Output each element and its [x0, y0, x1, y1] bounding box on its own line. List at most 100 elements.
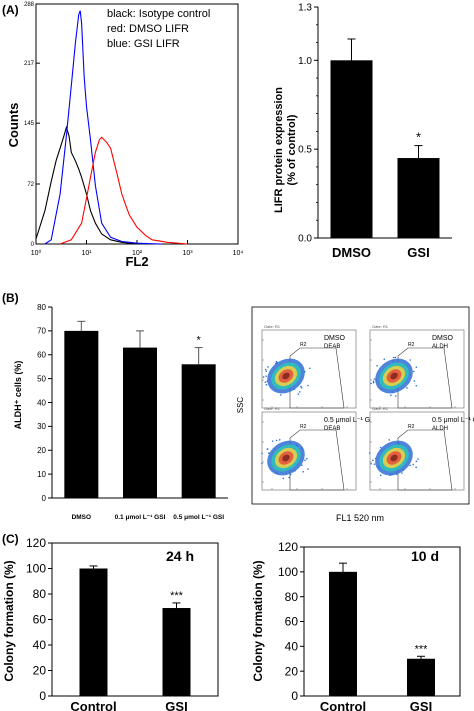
significance-marker: ***	[170, 590, 184, 602]
flow-scatter-dot	[300, 385, 302, 388]
flow-scatter-dot	[265, 375, 267, 377]
flow-scatter-dot	[267, 366, 269, 368]
y-tick-label: 40	[37, 398, 46, 407]
flow-scatter-dot	[265, 370, 268, 372]
flow-gate-r2-label: R2	[300, 342, 307, 348]
x-tick-label: Control	[70, 699, 116, 711]
flow-scatter-dot	[415, 460, 418, 463]
y-tick-label: 50	[37, 374, 46, 383]
bar	[407, 658, 435, 696]
histogram-y-axis-label: Counts	[6, 103, 21, 148]
histogram-x-tick-label: 10⁴	[233, 250, 244, 257]
flow-scatter-dot	[298, 391, 301, 393]
flow-scatter-dot	[294, 469, 296, 472]
bar	[162, 608, 191, 696]
histogram-series-line	[44, 10, 162, 245]
histogram-series-line	[59, 136, 188, 245]
flow-density-blob	[282, 454, 290, 462]
x-tick-label: 0.5 μmol L⁻¹ GSI	[173, 514, 224, 521]
flow-scatter-dot	[417, 458, 419, 460]
flow-gate-label: Gate: R1	[264, 406, 281, 411]
flow-scatter-dot	[394, 395, 397, 397]
flow-scatter-dot	[373, 378, 376, 380]
colony-10d-y-axis-label: Colony formation (%)	[251, 560, 265, 681]
flow-scatter-dot	[398, 442, 400, 445]
y-tick-label: 0.5	[298, 145, 312, 156]
panel-label-c: (C)	[2, 532, 19, 546]
y-tick-label: 80	[37, 303, 46, 312]
flow-scatter-dot	[307, 384, 309, 387]
y-tick-label: 60	[285, 615, 299, 629]
flow-scatter-dot	[264, 381, 267, 383]
flow-scatter-dot	[295, 444, 298, 447]
flow-scatter-dot	[412, 370, 415, 373]
y-tick-label: 20	[285, 664, 299, 678]
y-tick-label: 80	[33, 587, 47, 601]
x-tick-label: Control	[320, 699, 366, 711]
flow-scatter-dot	[401, 472, 403, 474]
flow-scatter-dot	[265, 383, 268, 386]
y-tick-label: 80	[285, 590, 299, 604]
y-tick-label: 0.0	[298, 234, 312, 245]
flow-scatter-dot	[415, 384, 418, 387]
flow-scatter-dot	[390, 394, 392, 396]
significance-marker: *	[197, 335, 202, 347]
colony-10d-bar-chart: Colony formation (%) 10 d 0 20 40 60 80 100 12…	[251, 540, 461, 711]
significance-marker: ***	[415, 643, 429, 655]
flow-scatter-dot	[372, 459, 374, 462]
flow-scatter-dot	[412, 463, 414, 466]
x-tick-label: GSI	[165, 699, 187, 711]
flow-gate-r2-label: R2	[408, 342, 415, 348]
flow-scatter-dot	[275, 360, 278, 363]
flow-scatter-dot	[289, 473, 292, 476]
plot-frame	[303, 546, 461, 697]
flow-scatter-dot	[402, 469, 405, 472]
flow-density-blob	[390, 372, 398, 380]
flow-scatter-dot	[394, 356, 397, 359]
flow-scatter-dot	[278, 439, 281, 441]
flow-scatter-dot	[379, 446, 382, 449]
flow-scatter-dot	[261, 462, 263, 465]
panel-label-b: (B)	[2, 291, 19, 305]
flow-gate-label: Gate: R1	[372, 324, 389, 329]
flow-scatter-dot	[306, 457, 308, 460]
flow-scatter-dot	[379, 474, 382, 477]
y-tick-label: 60	[33, 613, 47, 627]
bar	[397, 158, 440, 238]
x-tick-label: 0.1 μmol L⁻¹ GSI	[115, 514, 166, 521]
flow-scatter-dot	[293, 388, 296, 390]
bar	[64, 330, 99, 498]
flow-scatter-dot	[375, 379, 377, 382]
y-tick-label: 100	[278, 565, 298, 579]
flow-scatter-dot	[372, 381, 375, 384]
y-tick-label: 30	[37, 422, 46, 431]
flow-scatter-dot	[374, 457, 377, 460]
flow-scatter-dot	[309, 367, 311, 370]
histogram-x-tick-label: 10¹	[81, 250, 92, 257]
x-tick-label: DMSO	[72, 514, 92, 521]
y-tick-label: 0	[42, 494, 47, 503]
bar	[123, 347, 157, 498]
flow-scatter-dot	[377, 465, 380, 468]
flow-scatter-dot	[392, 356, 395, 359]
histogram-series-line	[35, 125, 138, 245]
flow-histogram-chart: Counts FL2 black: Isotype control red: D…	[6, 2, 243, 269]
aldh-y-axis-label: ALDH⁺ cells (%)	[13, 361, 23, 430]
histogram-y-tick-label: 288	[24, 2, 35, 8]
y-tick-label: 70	[37, 327, 46, 336]
x-tick-label: GSI	[407, 245, 429, 260]
flow-density-blob	[390, 454, 398, 462]
histogram-legend-red: red: DMSO LIFR	[107, 23, 189, 35]
lifr-bar-chart: LIFR protein expression (% of control) 0…	[273, 3, 452, 260]
flow-scatter-dot	[268, 452, 270, 454]
flow-gate-r2-label: R2	[300, 424, 307, 430]
y-tick-label: 120	[26, 536, 46, 550]
flow-scatter-dot	[392, 359, 394, 362]
flow-scatter-dot	[383, 358, 386, 360]
flow-stain-label: ALDH	[432, 426, 448, 432]
y-tick-label: 1.0	[298, 56, 312, 67]
flow-scatter-dot	[266, 380, 269, 383]
flow-stain-label: ALDH	[432, 344, 448, 350]
lifr-y-axis-label-line2: (% of control)	[286, 114, 298, 185]
